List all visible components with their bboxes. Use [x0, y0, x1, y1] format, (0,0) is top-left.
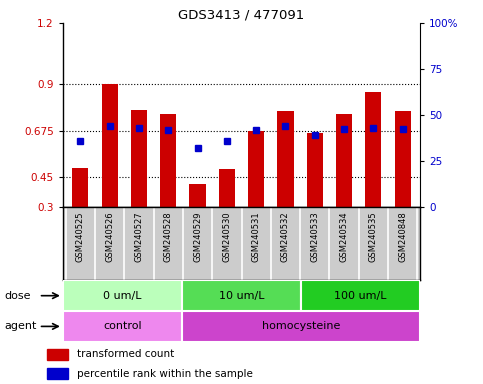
Text: percentile rank within the sample: percentile rank within the sample: [77, 369, 253, 379]
Bar: [72, 169, 88, 207]
Bar: [395, 111, 411, 207]
Text: transformed count: transformed count: [77, 349, 174, 359]
Title: GDS3413 / 477091: GDS3413 / 477091: [178, 9, 305, 22]
Bar: [219, 169, 235, 207]
Text: GSM240530: GSM240530: [222, 211, 231, 262]
Text: homocysteine: homocysteine: [262, 321, 340, 331]
Bar: [365, 92, 382, 207]
Bar: [182, 311, 420, 342]
Text: GSM240528: GSM240528: [164, 211, 173, 262]
Text: GSM240526: GSM240526: [105, 211, 114, 262]
Bar: [160, 114, 176, 207]
Text: GSM240535: GSM240535: [369, 211, 378, 262]
Bar: [248, 131, 264, 207]
Bar: [47, 349, 69, 359]
Text: 10 um/L: 10 um/L: [219, 291, 264, 301]
Text: GSM240532: GSM240532: [281, 211, 290, 262]
Bar: [336, 114, 352, 207]
Bar: [47, 368, 69, 379]
Text: GSM240531: GSM240531: [252, 211, 261, 262]
Text: GSM240527: GSM240527: [134, 211, 143, 262]
Bar: [131, 110, 147, 207]
Text: control: control: [103, 321, 142, 331]
Bar: [189, 184, 206, 207]
Bar: [301, 280, 420, 311]
Text: agent: agent: [5, 321, 37, 331]
Text: GSM240533: GSM240533: [310, 211, 319, 262]
Text: GSM240534: GSM240534: [340, 211, 349, 262]
Text: dose: dose: [5, 291, 31, 301]
Text: 100 um/L: 100 um/L: [334, 291, 387, 301]
Text: GSM240525: GSM240525: [76, 211, 85, 262]
Bar: [307, 132, 323, 207]
Bar: [63, 311, 182, 342]
Text: GSM240848: GSM240848: [398, 211, 407, 262]
Text: 0 um/L: 0 um/L: [103, 291, 142, 301]
Text: GSM240529: GSM240529: [193, 211, 202, 262]
Bar: [101, 84, 118, 207]
Bar: [277, 111, 294, 207]
Bar: [182, 280, 301, 311]
Bar: [63, 280, 182, 311]
